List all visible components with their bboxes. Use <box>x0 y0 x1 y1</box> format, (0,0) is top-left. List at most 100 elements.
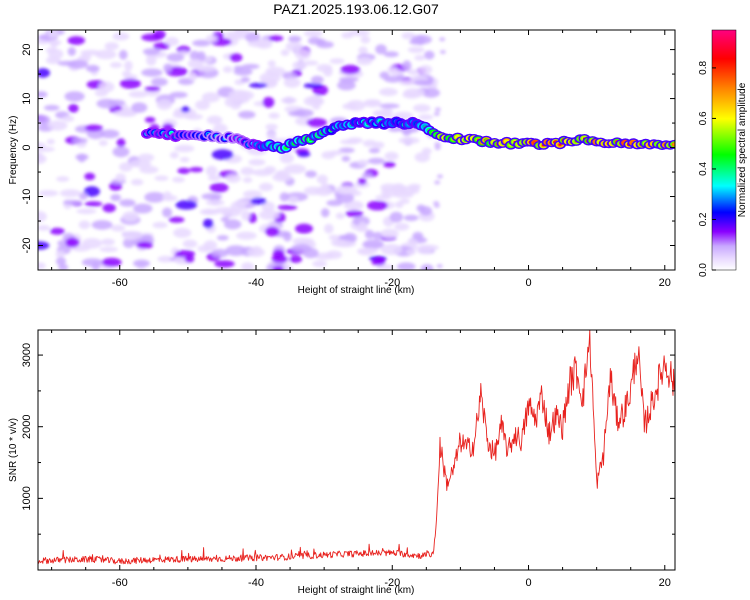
noise-blob <box>320 208 330 218</box>
colorbar-tick-label: 0.0 <box>698 263 709 277</box>
x-tick-label: -60 <box>112 277 128 289</box>
noise-blob <box>241 210 251 221</box>
noise-blob <box>177 167 190 175</box>
noise-blob <box>409 185 420 194</box>
noise-blob <box>203 240 218 251</box>
noise-blob <box>79 192 88 200</box>
noise-blob <box>172 176 185 183</box>
noise-blob <box>153 42 170 50</box>
noise-blob <box>272 266 284 270</box>
noise-blob <box>224 219 242 230</box>
noise-blob <box>165 37 179 46</box>
noise-blob <box>142 48 161 56</box>
noise-blob <box>38 68 50 78</box>
noise-blob <box>169 91 188 99</box>
noise-blob <box>78 220 91 230</box>
noise-blob <box>362 239 384 250</box>
noise-blob <box>168 216 185 223</box>
noise-blob <box>223 66 233 73</box>
noise-blob <box>291 243 312 253</box>
noise-blob <box>335 212 345 220</box>
spectrogram-noise <box>38 30 446 270</box>
noise-blob <box>375 44 387 55</box>
ridge-blob <box>558 143 562 146</box>
noise-blob <box>312 104 321 110</box>
noise-blob <box>403 88 426 98</box>
colorbar-tick-label: 0.6 <box>698 111 709 125</box>
snr-x-axis: -60 -40 -20 0 20 <box>51 330 671 589</box>
noise-blob <box>128 90 148 98</box>
noise-blob <box>303 30 323 37</box>
noise-blob <box>153 30 166 40</box>
noise-blob <box>209 182 229 193</box>
noise-blob <box>272 172 292 182</box>
noise-blob <box>335 193 355 203</box>
noise-blob <box>361 172 373 178</box>
noise-blob <box>229 53 243 62</box>
noise-blob <box>146 54 157 66</box>
noise-blob <box>162 207 173 218</box>
noise-blob <box>189 50 200 61</box>
spectrogram-y-label: Frequency (Hz) <box>8 116 19 185</box>
noise-blob <box>433 201 440 206</box>
snr-series <box>38 330 675 565</box>
noise-blob <box>280 49 290 56</box>
noise-blob <box>121 70 132 77</box>
noise-blob <box>259 182 273 192</box>
noise-blob <box>279 153 294 164</box>
noise-blob <box>379 103 400 109</box>
noise-blob <box>141 68 163 77</box>
noise-blob <box>205 199 225 206</box>
noise-blob <box>205 34 218 43</box>
noise-blob <box>384 151 399 161</box>
noise-blob <box>72 137 88 144</box>
x-tick-label: -20 <box>384 577 400 589</box>
noise-blob <box>139 165 159 174</box>
noise-blob <box>330 239 348 247</box>
noise-blob <box>84 172 96 181</box>
snr-panel: -60 -40 -20 0 20 1000 2000 3000 Height of stra… <box>8 329 676 596</box>
noise-blob <box>258 210 280 220</box>
noise-blob <box>38 262 46 270</box>
noise-blob <box>305 170 317 178</box>
noise-blob <box>267 60 276 67</box>
snr-x-label: Height of straight line (km) <box>298 585 415 596</box>
snr-y-label: SNR (10 * v/v) <box>8 418 19 482</box>
noise-blob <box>288 35 302 43</box>
noise-blob <box>357 159 369 167</box>
noise-blob <box>91 220 113 230</box>
snr-y-axis: 1000 2000 3000 <box>21 343 675 535</box>
noise-blob <box>133 203 153 214</box>
noise-blob <box>341 32 354 39</box>
noise-blob <box>207 175 221 182</box>
noise-blob <box>328 234 340 241</box>
noise-blob <box>163 63 173 73</box>
noise-blob <box>306 118 328 128</box>
noise-blob <box>129 159 152 168</box>
noise-blob <box>340 64 361 75</box>
noise-blob <box>277 204 298 211</box>
noise-blob <box>320 182 329 193</box>
noise-blob <box>228 89 249 101</box>
noise-blob <box>294 49 311 60</box>
spectrogram-x-axis: -60 -40 -20 0 20 <box>51 30 671 289</box>
noise-blob <box>303 60 319 66</box>
spectrogram-frame <box>37 29 676 271</box>
noise-blob <box>412 231 424 241</box>
noise-blob <box>216 235 229 241</box>
noise-blob <box>173 227 192 238</box>
noise-blob <box>383 161 396 168</box>
noise-blob <box>424 50 435 60</box>
noise-blob <box>321 151 336 160</box>
noise-blob <box>144 192 166 203</box>
noise-blob <box>402 60 412 72</box>
noise-blob <box>358 46 368 55</box>
y-tick-label: 3000 <box>21 343 33 367</box>
colorbar-tick-label: 0.8 <box>698 61 709 75</box>
spectrogram-ridge <box>141 116 675 154</box>
noise-blob <box>437 174 443 179</box>
noise-blob <box>416 204 426 212</box>
noise-blob <box>99 246 118 253</box>
noise-blob <box>323 67 333 77</box>
